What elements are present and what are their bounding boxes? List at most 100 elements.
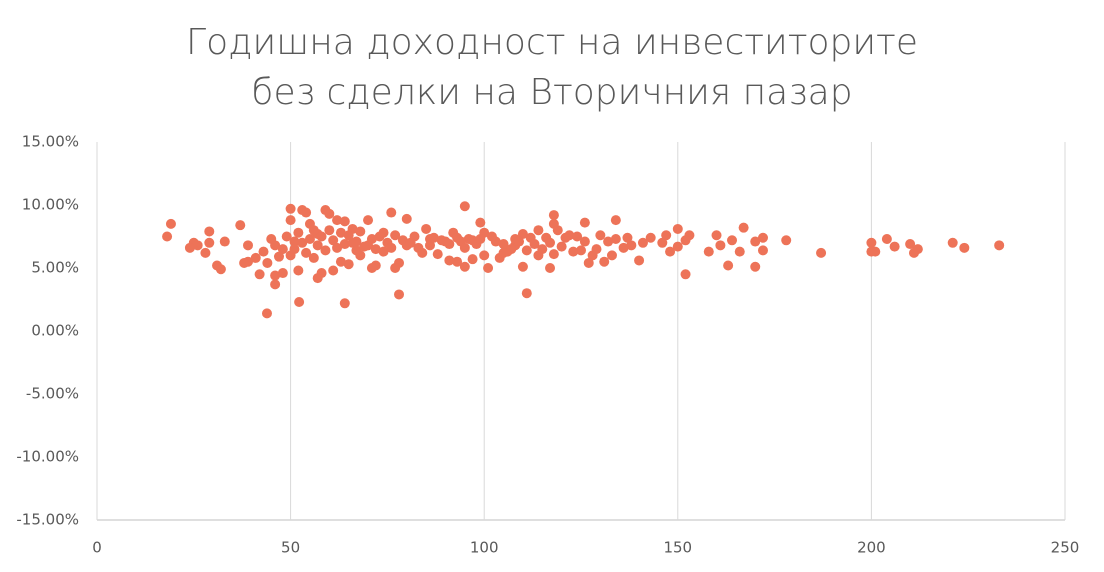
point <box>661 230 672 241</box>
point <box>994 240 1005 251</box>
point <box>548 218 559 229</box>
point <box>320 205 331 216</box>
point <box>308 225 319 236</box>
point <box>483 263 494 273</box>
point <box>386 242 397 253</box>
point <box>622 232 633 243</box>
point <box>355 226 366 237</box>
point <box>204 226 215 237</box>
point <box>366 263 377 273</box>
point <box>947 237 958 248</box>
point <box>390 230 401 241</box>
point <box>591 244 602 255</box>
point <box>680 269 691 280</box>
point <box>378 246 389 257</box>
x-tick-label: 250 <box>1051 539 1080 557</box>
point <box>715 240 726 251</box>
point <box>959 242 970 253</box>
point <box>162 231 173 242</box>
point <box>665 246 676 257</box>
point <box>723 260 734 271</box>
point <box>204 237 215 248</box>
point <box>243 240 254 251</box>
point <box>421 223 432 234</box>
point <box>289 244 300 255</box>
point <box>908 247 919 258</box>
point <box>277 244 288 255</box>
point <box>432 249 443 260</box>
point <box>328 235 339 246</box>
point <box>335 256 346 267</box>
point <box>277 268 288 279</box>
point <box>165 218 176 229</box>
point <box>294 297 305 308</box>
point <box>545 237 556 248</box>
point <box>339 298 350 309</box>
y-tick-label: 10.00% <box>22 196 79 214</box>
point <box>378 227 389 238</box>
point <box>568 246 579 257</box>
point <box>258 246 269 257</box>
point <box>335 227 346 238</box>
y-tick-label: -15.00% <box>16 511 79 529</box>
point <box>452 256 463 267</box>
point <box>905 239 916 250</box>
point <box>889 241 900 252</box>
point <box>521 288 532 299</box>
point <box>343 230 354 241</box>
point <box>401 213 412 224</box>
point <box>297 205 308 216</box>
point <box>727 235 738 246</box>
point <box>363 215 374 226</box>
point <box>297 237 308 248</box>
point <box>328 265 339 276</box>
point <box>521 245 532 256</box>
point <box>390 263 401 273</box>
point <box>599 256 610 267</box>
point <box>293 265 304 276</box>
point <box>444 255 455 266</box>
point <box>711 230 722 241</box>
y-tick-label: -10.00% <box>16 448 79 466</box>
point <box>254 269 265 280</box>
point <box>366 234 377 245</box>
point <box>351 245 362 256</box>
y-tick-label: 15.00% <box>22 133 79 151</box>
point <box>645 232 656 243</box>
point <box>320 245 331 256</box>
x-tick-label: 150 <box>663 539 692 557</box>
point <box>556 241 567 252</box>
point <box>576 245 586 256</box>
point <box>285 215 296 226</box>
point <box>750 236 761 247</box>
point <box>339 239 350 250</box>
point <box>514 236 525 247</box>
point <box>467 235 478 246</box>
point <box>293 227 304 238</box>
point <box>548 249 559 260</box>
point <box>672 241 683 252</box>
point <box>816 247 827 258</box>
point <box>359 241 370 252</box>
point <box>545 263 556 273</box>
point <box>529 239 540 250</box>
point <box>262 257 273 268</box>
point <box>324 225 335 236</box>
point <box>452 232 463 243</box>
point <box>444 239 455 250</box>
point <box>467 254 478 265</box>
point <box>757 245 768 256</box>
point <box>394 289 405 300</box>
point <box>517 261 528 272</box>
point <box>734 246 745 257</box>
point <box>261 308 272 319</box>
y-tick-label: 0.00% <box>31 322 79 340</box>
point <box>397 235 408 246</box>
point <box>200 247 211 258</box>
point <box>273 251 284 262</box>
point <box>219 236 230 247</box>
point <box>498 239 509 250</box>
y-tick-label: -5.00% <box>26 385 79 403</box>
